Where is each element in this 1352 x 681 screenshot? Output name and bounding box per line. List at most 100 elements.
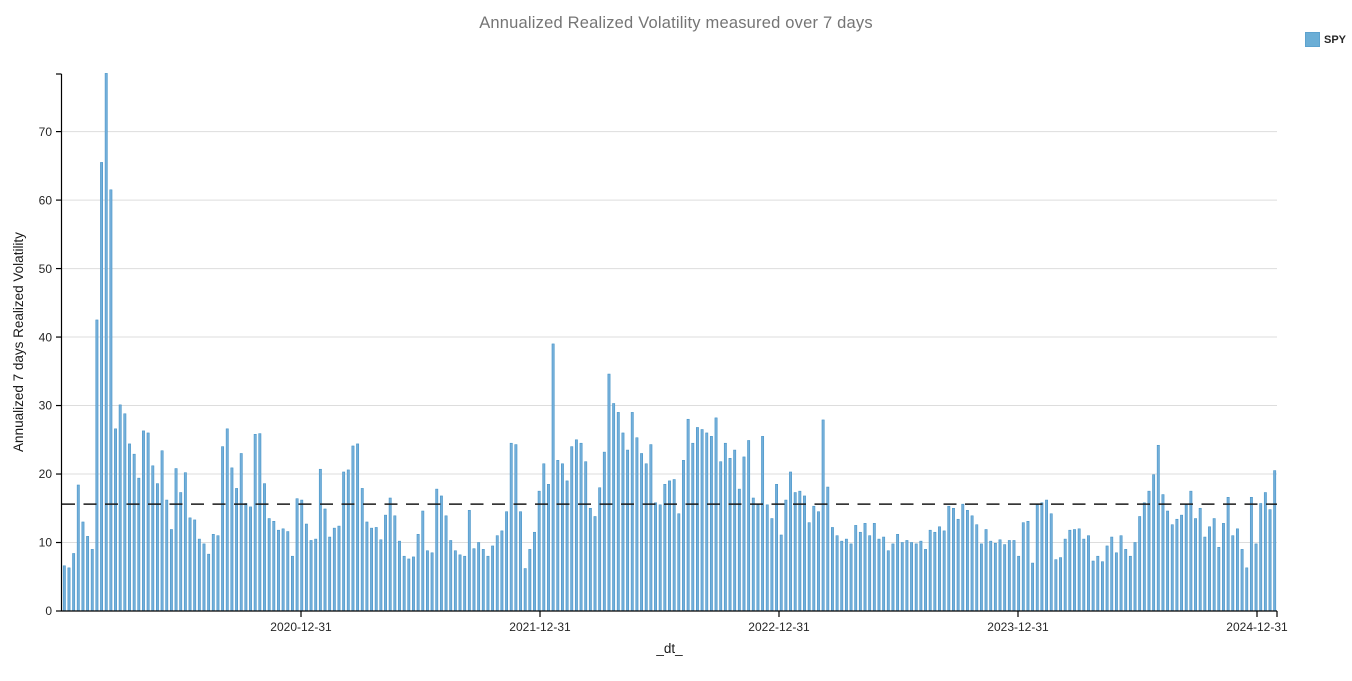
- volatility-bar: [179, 492, 183, 612]
- volatility-bar: [1226, 497, 1230, 612]
- legend-label-spy: SPY: [1323, 33, 1346, 46]
- volatility-bar: [789, 471, 792, 612]
- volatility-bar: [197, 538, 201, 612]
- volatility-bar: [775, 484, 778, 612]
- volatility-bar: [709, 436, 713, 612]
- volatility-bar: [556, 460, 560, 612]
- volatility-bar: [435, 488, 439, 612]
- volatility-bar: [919, 540, 923, 612]
- volatility-bar: [1189, 490, 1193, 612]
- x-axis-title: _dt_: [656, 641, 683, 656]
- volatility-bar: [356, 443, 360, 612]
- volatility-bar: [910, 542, 913, 612]
- volatility-bar: [938, 526, 941, 612]
- volatility-bar: [756, 504, 760, 612]
- volatility-bar: [1259, 503, 1263, 612]
- volatility-bar: [863, 523, 867, 612]
- volatility-bar: [635, 437, 639, 612]
- volatility-bar: [714, 417, 718, 612]
- volatility-bar: [412, 556, 415, 612]
- volatility-bar: [1073, 529, 1076, 612]
- volatility-bar: [831, 527, 834, 612]
- volatility-bar: [370, 527, 373, 612]
- volatility-bar: [1114, 552, 1118, 612]
- volatility-bar: [1128, 555, 1132, 612]
- volatility-bar: [291, 555, 294, 612]
- volatility-bar: [696, 427, 699, 612]
- volatility-bar: [593, 516, 597, 612]
- volatility-bar: [1110, 536, 1114, 612]
- volatility-bar: [579, 442, 583, 612]
- volatility-bar: [807, 522, 811, 612]
- y-tick-label-20: 20: [39, 467, 53, 481]
- volatility-bar: [561, 463, 564, 612]
- volatility-bar: [723, 442, 727, 612]
- volatility-bar: [1035, 504, 1039, 612]
- volatility-bar: [574, 439, 578, 612]
- volatility-bar: [849, 543, 853, 612]
- volatility-bar: [621, 432, 625, 612]
- volatility-bar: [258, 433, 262, 612]
- volatility-bar: [1082, 538, 1086, 612]
- volatility-bar: [1245, 567, 1249, 612]
- volatility-bar: [1017, 555, 1021, 612]
- volatility-bar: [989, 540, 993, 612]
- volatility-bar: [952, 507, 955, 612]
- volatility-bar: [314, 538, 318, 612]
- volatility-bar: [658, 504, 662, 612]
- volatility-bar: [654, 502, 657, 612]
- volatility-bar: [1156, 444, 1160, 612]
- volatility-bar: [1194, 518, 1197, 612]
- volatility-bar: [896, 534, 900, 612]
- volatility-bar: [295, 498, 299, 612]
- volatility-bar: [751, 497, 755, 612]
- volatility-bar: [337, 525, 341, 612]
- volatility-bar: [1208, 526, 1211, 612]
- volatility-bar: [235, 488, 238, 612]
- y-tick-label-70: 70: [39, 125, 53, 139]
- y-tick-label-50: 50: [39, 262, 53, 276]
- volatility-bar: [1231, 535, 1235, 612]
- volatility-bar: [351, 445, 355, 612]
- y-tick-label-60: 60: [39, 193, 53, 207]
- volatility-bar: [1040, 502, 1044, 612]
- volatility-bar: [1068, 529, 1072, 612]
- volatility-bar: [942, 530, 946, 612]
- volatility-bar: [318, 468, 322, 612]
- volatility-bar: [924, 549, 927, 612]
- y-tick-label-10: 10: [39, 536, 53, 550]
- volatility-bar: [519, 511, 522, 612]
- volatility-bar: [970, 515, 974, 612]
- volatility-bar: [1091, 560, 1095, 612]
- volatility-bar: [616, 412, 620, 612]
- volatility-bar: [249, 506, 252, 612]
- volatility-bar: [928, 529, 932, 612]
- volatility-bar: [1240, 549, 1244, 612]
- volatility-bar: [402, 555, 406, 612]
- volatility-bar: [1180, 514, 1183, 612]
- volatility-bar: [346, 469, 350, 612]
- volatility-bar: [90, 549, 94, 612]
- volatility-bar: [612, 403, 616, 612]
- volatility-bar: [230, 467, 234, 612]
- volatility-bar: [630, 412, 634, 612]
- volatility-bar: [682, 460, 685, 612]
- volatility-bar: [956, 518, 960, 612]
- volatility-bar: [118, 404, 122, 612]
- volatility-bar: [137, 477, 141, 612]
- volatility-bar: [872, 523, 876, 612]
- volatility-bar: [570, 446, 574, 612]
- volatility-bar: [253, 434, 257, 612]
- volatility-bar: [705, 432, 709, 612]
- y-tick-label-40: 40: [39, 330, 53, 344]
- volatility-bar: [844, 538, 848, 612]
- volatility-bar: [640, 453, 643, 612]
- volatility-bar: [742, 456, 746, 612]
- volatility-bar: [565, 480, 569, 612]
- y-tick-label-0: 0: [45, 604, 52, 618]
- volatility-bar: [1101, 561, 1104, 612]
- volatility-bar: [1054, 559, 1058, 612]
- volatility-bar: [514, 444, 518, 612]
- volatility-bar: [668, 480, 671, 612]
